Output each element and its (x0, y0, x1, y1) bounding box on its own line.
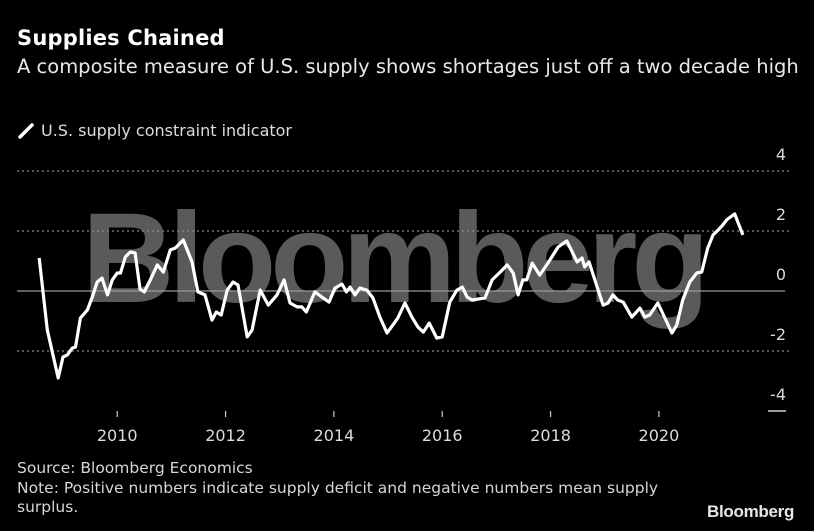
footnote: Note: Positive numbers indicate supply d… (17, 479, 659, 516)
y-axis: 4 2 0 -2 -4 (770, 145, 786, 404)
x-tick-label: 2020 (639, 426, 680, 445)
chart-title: Supplies Chained (17, 26, 225, 50)
y-tick-label: 2 (776, 205, 786, 224)
x-tick-label: 2014 (314, 426, 355, 445)
legend: U.S. supply constraint indicator (17, 121, 292, 140)
source-note: Source: Bloomberg Economics (17, 459, 253, 477)
bloomberg-logo: Bloomberg (707, 502, 795, 521)
x-tick-label: 2010 (97, 426, 138, 445)
y-tick-label: -2 (770, 325, 786, 344)
y-tick-label: 4 (776, 145, 786, 164)
x-axis: 2010 2012 2014 2016 2018 2020 (97, 411, 679, 445)
x-tick-label: 2016 (422, 426, 463, 445)
y-tick-label: -4 (770, 385, 786, 404)
legend-label: U.S. supply constraint indicator (41, 121, 293, 140)
x-tick-label: 2018 (530, 426, 571, 445)
y-tick-label: 0 (776, 265, 786, 284)
x-tick-label: 2012 (205, 426, 246, 445)
chart-subtitle: A composite measure of U.S. supply shows… (17, 55, 799, 78)
legend-line-swatch-icon (18, 122, 34, 139)
series-layer (37, 212, 745, 380)
bloomberg-watermark: Bloomberg (82, 187, 704, 330)
